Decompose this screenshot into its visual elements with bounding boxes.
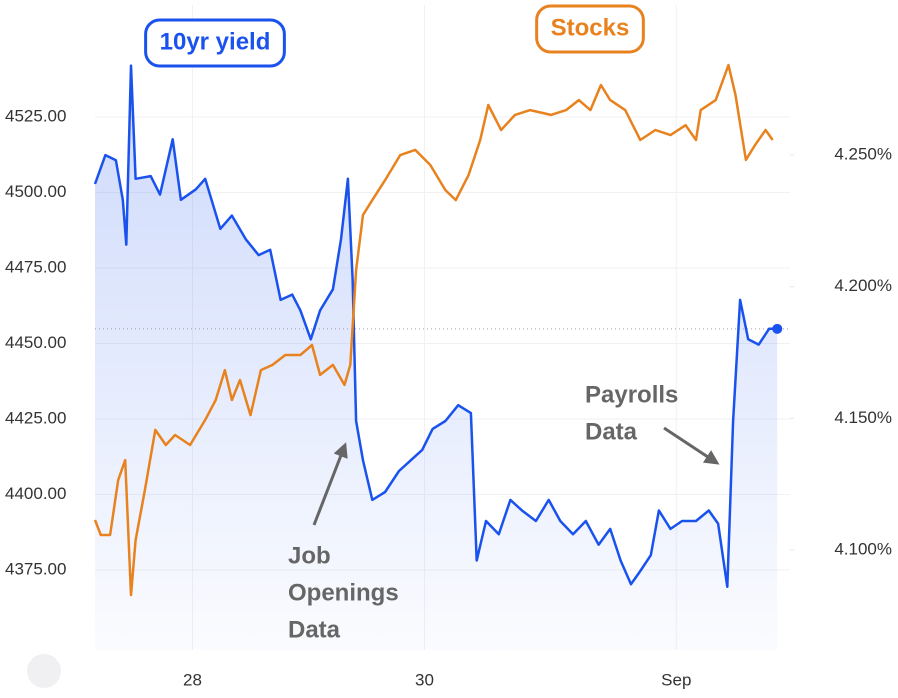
y2-tick-label: 4.200% — [834, 276, 892, 295]
x-tick-label: 30 — [415, 670, 434, 689]
x-tick-label: 28 — [183, 670, 202, 689]
y2-tick-label: 4.250% — [834, 145, 892, 164]
labels: 4375.00 4400.00 4425.00 4450.00 4475.00 4500.… — [5, 107, 892, 690]
zoom-button-bg[interactable] — [27, 654, 61, 688]
area — [95, 65, 778, 651]
y-tick-label: 4425.00 — [5, 408, 66, 427]
legend-item: 10yr yield — [144, 18, 286, 68]
y2-tick-label: 4.150% — [834, 408, 892, 427]
annotation: Openings — [288, 579, 399, 606]
y-tick-label: 4375.00 — [5, 559, 66, 578]
annotation: Data — [585, 418, 638, 445]
job-openings-arrow — [312, 442, 348, 526]
legend-box — [535, 4, 645, 54]
legend-box — [144, 18, 286, 68]
line — [93, 63, 774, 597]
legend-item: Stocks — [535, 4, 645, 54]
plot-area — [93, 63, 790, 651]
payrolls-arrow — [663, 426, 720, 465]
last-value-dot — [772, 323, 783, 334]
annotation: Data — [288, 616, 341, 643]
y-tick-label: 4500.00 — [5, 182, 66, 201]
annotation: Payrolls — [585, 381, 678, 408]
y-tick-label: 4450.00 — [5, 333, 66, 352]
legend-label: 10yr yield — [160, 28, 271, 55]
y-tick-label: 4475.00 — [5, 257, 66, 276]
x-tick-label: Sep — [661, 670, 691, 689]
zoom-button[interactable] — [27, 654, 61, 688]
y-tick-label: 4525.00 — [5, 107, 66, 126]
legend-label: Stocks — [551, 14, 630, 41]
y2-tick-label: 4.100% — [834, 539, 892, 558]
annotation: Job — [288, 542, 331, 569]
y-tick-label: 4400.00 — [5, 484, 66, 503]
line — [93, 64, 778, 589]
